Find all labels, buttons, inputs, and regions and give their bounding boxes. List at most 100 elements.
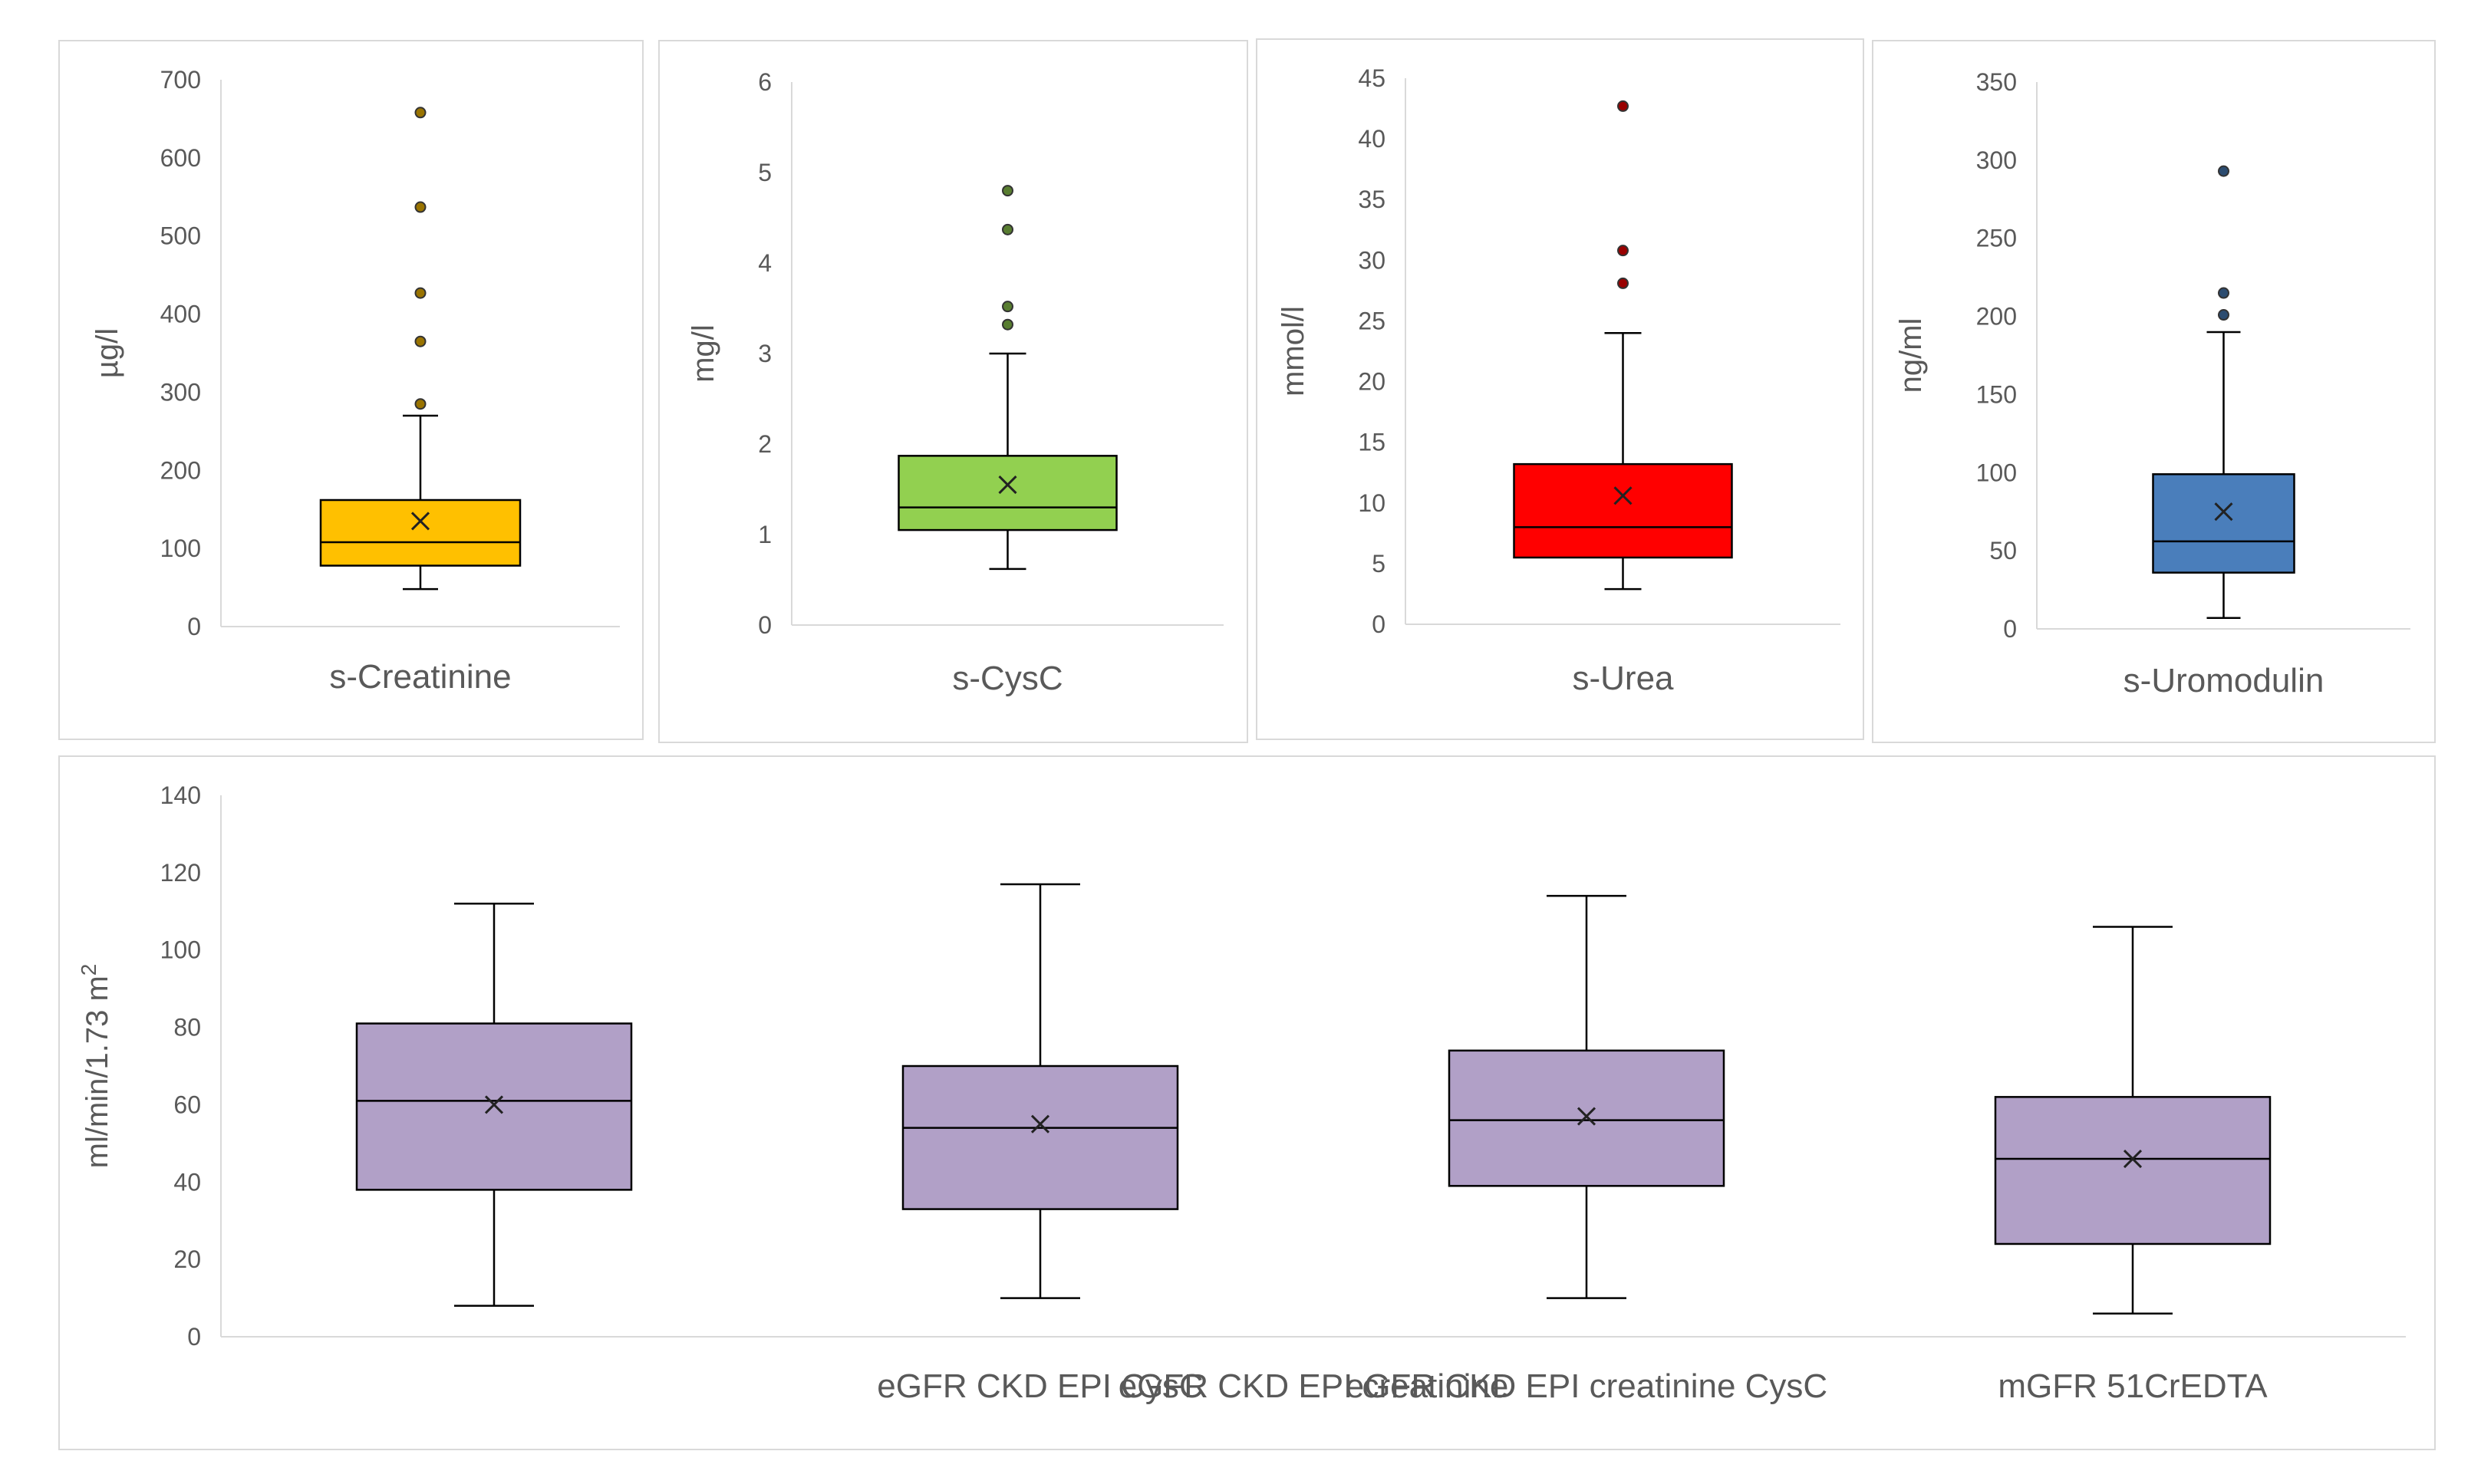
y-tick-label: 300 — [160, 378, 201, 406]
chart-panel-s-urea: 0 5 10 15 20 25 30 35 40 45 mmol/l s-Urea — [1256, 38, 1864, 740]
y-tick-label: 30 — [1358, 246, 1385, 274]
box-group — [1994, 926, 2272, 1315]
box-group — [901, 883, 1179, 1299]
y-tick-label: 0 — [2003, 615, 2017, 643]
chart-svg-gfr: 0 20 40 60 80 100 120 140 ml/min/1.73 m2 eGFR C… — [77, 781, 2406, 1405]
iqr-box — [898, 455, 1118, 531]
y-tick-label: 60 — [173, 1091, 201, 1118]
y-tick-label: 250 — [1976, 225, 2017, 252]
y-tick-label: 100 — [160, 936, 201, 964]
y-tick-label: 40 — [173, 1168, 201, 1196]
outlier-point — [1617, 100, 1629, 112]
mean-marker — [2214, 502, 2233, 522]
x-category-label: eGFR CKD EPI creatinine — [1119, 1367, 1509, 1405]
outlier-point — [2218, 309, 2229, 321]
y-tick-label: 5 — [1372, 550, 1385, 577]
outlier-point — [1002, 301, 1013, 313]
plot-area — [1405, 78, 1840, 625]
iqr-box — [355, 1022, 633, 1191]
box-group — [1513, 100, 1733, 591]
outlier-point — [414, 201, 427, 213]
outlier-point — [414, 107, 427, 119]
y-tick-label: 200 — [1976, 303, 2017, 331]
y-tick-label: 100 — [1976, 459, 2017, 486]
y-tick-label: 50 — [1989, 537, 2017, 564]
x-category-label: s-Creatinine — [329, 658, 511, 696]
y-tick-label: 40 — [1358, 125, 1385, 153]
mean-marker — [1613, 486, 1633, 505]
y-ticks: 0 5 10 15 20 25 30 35 40 45 — [1358, 64, 1385, 638]
box-group — [319, 107, 522, 591]
iqr-box — [319, 499, 522, 567]
y-tick-label: 600 — [160, 144, 201, 172]
y-tick-label: 80 — [173, 1014, 201, 1041]
iqr-box — [2152, 473, 2295, 574]
chart-svg-s-cysc: 0 1 2 3 4 5 6 mg/l s-CysC — [687, 68, 1224, 697]
iqr-box — [1513, 462, 1733, 559]
y-tick-label: 0 — [187, 613, 201, 640]
box-group — [898, 185, 1118, 571]
chart-panel-s-uromodulin: 0 50 100 150 200 250 300 350 ng/ml s-Uromodulin — [1872, 40, 2436, 743]
y-tick-label: 500 — [160, 222, 201, 250]
x-category-label: eGFR CKD EPI CysC — [877, 1367, 1203, 1405]
plot-area — [220, 80, 620, 627]
x-category-label: s-Urea — [1572, 660, 1674, 697]
y-tick-label: 350 — [1976, 68, 2017, 96]
y-tick-label: 6 — [758, 68, 772, 96]
y-tick-label: 20 — [1358, 368, 1385, 396]
y-ticks: 0 20 40 60 80 100 120 140 — [160, 781, 201, 1351]
y-tick-label: 5 — [758, 159, 772, 186]
y-tick-label: 150 — [1976, 380, 2017, 408]
mean-marker — [2123, 1149, 2143, 1169]
y-axis-label: ml/min/1.73 m2 — [77, 964, 115, 1169]
mean-marker — [1577, 1107, 1596, 1126]
box-group — [355, 902, 633, 1307]
mean-marker — [484, 1095, 504, 1114]
y-tick-label: 400 — [160, 301, 201, 328]
outlier-point — [1002, 185, 1013, 197]
box-group — [1448, 894, 1725, 1299]
y-ticks: 0 50 100 150 200 250 300 350 — [1976, 68, 2017, 643]
y-tick-label: 45 — [1358, 64, 1385, 92]
outlier-point — [2218, 165, 2229, 177]
outlier-point — [1617, 245, 1629, 257]
outlier-point — [1002, 318, 1013, 331]
x-category-label: s-CysC — [952, 660, 1063, 697]
x-category-label: eGFR CKD EPI creatinine CysC — [1346, 1367, 1827, 1405]
outlier-point — [414, 335, 427, 347]
outlier-point — [414, 398, 427, 410]
y-tick-label: 0 — [1372, 610, 1385, 638]
y-axis-label: µg/l — [91, 328, 124, 378]
y-axis-label: mmol/l — [1277, 306, 1310, 397]
chart-panel-s-cysc: 0 1 2 3 4 5 6 mg/l s-CysC — [658, 40, 1248, 743]
y-tick-label: 15 — [1358, 429, 1385, 456]
chart-svg-s-creatinine: 0 100 200 300 400 500 600 700 µg/l s-Creatinine — [91, 66, 620, 696]
x-category-label: s-Uromodulin — [2124, 662, 2324, 699]
y-axis-label: mg/l — [687, 324, 720, 383]
y-tick-label: 0 — [187, 1323, 201, 1351]
y-tick-label: 1 — [758, 521, 772, 548]
iqr-box — [1994, 1096, 2272, 1245]
plot-area — [791, 82, 1224, 626]
mean-marker — [1030, 1114, 1050, 1134]
y-tick-label: 2 — [758, 430, 772, 458]
y-ticks: 0 100 200 300 400 500 600 700 — [160, 66, 201, 640]
y-axis-label-superscript: 2 — [77, 964, 100, 976]
chart-svg-s-uromodulin: 0 50 100 150 200 250 300 350 ng/ml s-Uromodulin — [1894, 68, 2410, 699]
y-tick-label: 4 — [758, 249, 772, 277]
y-axis-label-main: ml/min/1.73 m — [81, 976, 114, 1168]
iqr-box — [901, 1064, 1179, 1210]
mean-marker — [998, 475, 1017, 495]
box-group — [2152, 165, 2295, 619]
y-tick-label: 20 — [173, 1245, 201, 1273]
outlier-point — [1002, 223, 1013, 235]
y-ticks: 0 1 2 3 4 5 6 — [758, 68, 772, 639]
x-category-label: mGFR 51CrEDTA — [1998, 1367, 2268, 1405]
y-tick-label: 300 — [1976, 146, 2017, 174]
outlier-point — [1617, 277, 1629, 289]
y-tick-label: 3 — [758, 340, 772, 367]
outlier-point — [414, 287, 427, 299]
plot-area — [220, 795, 2406, 1338]
outlier-point — [2218, 287, 2229, 299]
